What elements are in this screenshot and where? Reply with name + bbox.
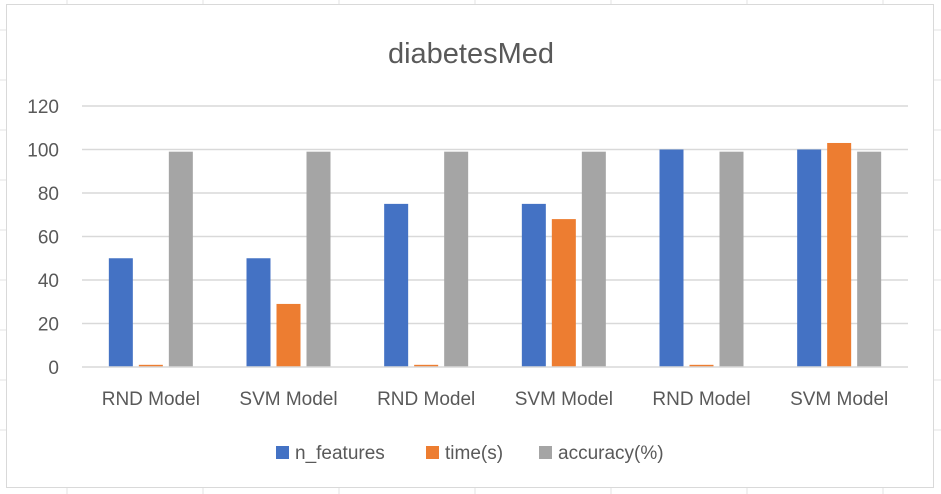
bars bbox=[108, 142, 882, 368]
chart-area[interactable]: diabetesMed 0 20 40 60 80 100 120 RND Model SVM… bbox=[6, 4, 934, 488]
chart-title: diabetesMed bbox=[388, 38, 554, 70]
legend-swatch bbox=[539, 446, 552, 459]
bar-accuracy[interactable] bbox=[444, 151, 469, 367]
bar-time-s[interactable] bbox=[276, 303, 301, 367]
bar-accuracy[interactable] bbox=[719, 151, 744, 367]
x-axis-category-labels: RND Model SVM Model RND Model SVM Model RND … bbox=[102, 389, 889, 410]
bar-n-features[interactable] bbox=[108, 258, 133, 367]
legend-label[interactable]: accuracy(%) bbox=[558, 443, 664, 464]
bar-time-s[interactable] bbox=[138, 364, 163, 367]
bar-accuracy[interactable] bbox=[857, 151, 882, 367]
bar-accuracy[interactable] bbox=[581, 151, 606, 367]
bar-accuracy[interactable] bbox=[168, 151, 193, 367]
y-tick-label: 100 bbox=[27, 141, 59, 162]
bar-n-features[interactable] bbox=[797, 149, 822, 368]
bar-n-features[interactable] bbox=[659, 149, 684, 368]
y-tick-label: 40 bbox=[38, 271, 59, 292]
legend-label[interactable]: n_features bbox=[295, 443, 385, 464]
x-category-label: RND Model bbox=[377, 389, 475, 410]
y-tick-label: 120 bbox=[27, 97, 59, 118]
bar-time-s[interactable] bbox=[689, 364, 714, 367]
x-category-label: RND Model bbox=[652, 389, 750, 410]
bar-time-s[interactable] bbox=[414, 364, 439, 367]
y-tick-label: 60 bbox=[38, 228, 59, 249]
bar-time-s[interactable] bbox=[551, 219, 576, 367]
x-category-label: SVM Model bbox=[790, 389, 888, 410]
y-tick-label: 0 bbox=[48, 358, 59, 379]
legend-swatch bbox=[276, 446, 289, 459]
y-tick-label: 80 bbox=[38, 184, 59, 205]
y-axis-tick-labels: 0 20 40 60 80 100 120 bbox=[27, 97, 59, 379]
bar-n-features[interactable] bbox=[521, 203, 546, 367]
gridlines bbox=[82, 105, 908, 325]
bar-n-features[interactable] bbox=[384, 203, 409, 367]
y-tick-label: 20 bbox=[38, 315, 59, 336]
bar-chart: diabetesMed 0 20 40 60 80 100 120 RND Model SVM… bbox=[27, 38, 908, 464]
x-category-label: SVM Model bbox=[239, 389, 337, 410]
legend-swatch bbox=[426, 446, 439, 459]
bar-n-features[interactable] bbox=[246, 258, 271, 367]
legend[interactable]: n_features time(s) accuracy(%) bbox=[276, 443, 664, 464]
bar-time-s[interactable] bbox=[827, 142, 852, 367]
x-category-label: RND Model bbox=[102, 389, 200, 410]
bar-accuracy[interactable] bbox=[306, 151, 331, 367]
legend-label[interactable]: time(s) bbox=[445, 443, 503, 464]
x-category-label: SVM Model bbox=[515, 389, 613, 410]
